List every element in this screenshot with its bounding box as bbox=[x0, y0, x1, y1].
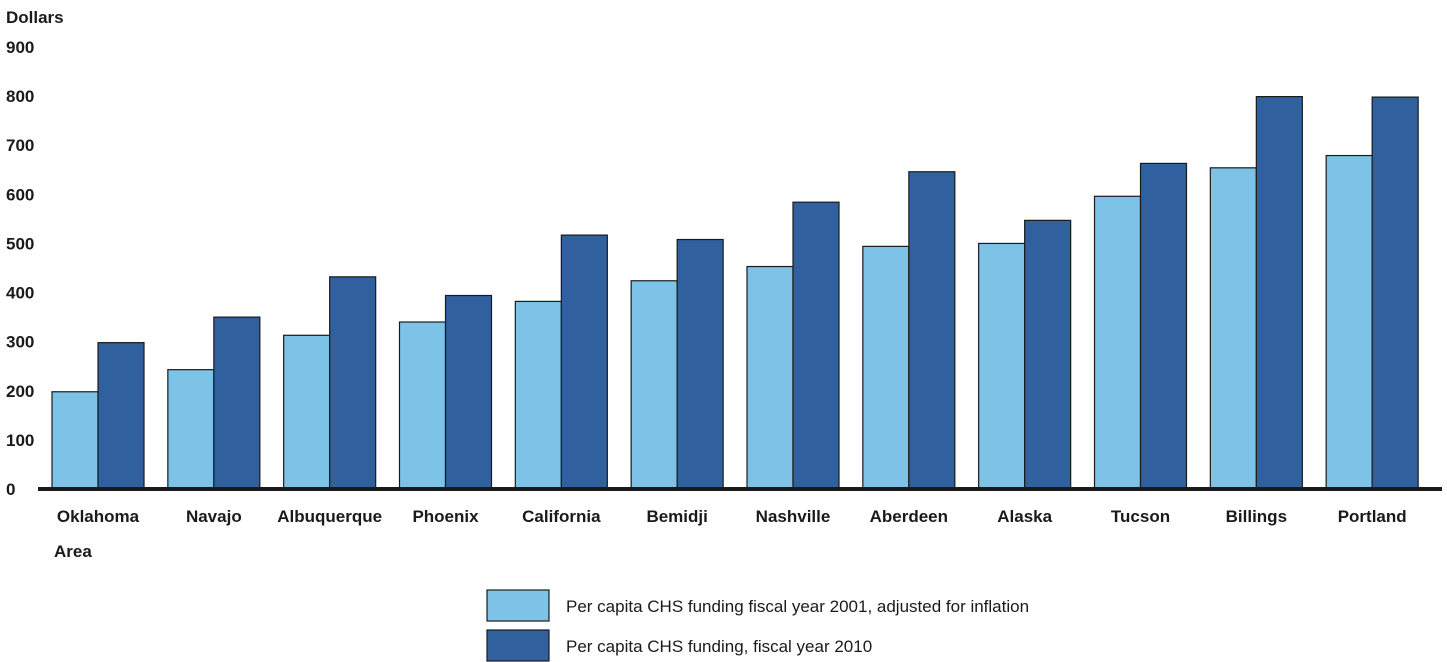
x-tick-label: Alaska bbox=[997, 507, 1052, 526]
x-axis-label: Area bbox=[54, 542, 92, 561]
legend-label: Per capita CHS funding, fiscal year 2010 bbox=[566, 637, 872, 656]
x-tick-label: Oklahoma bbox=[57, 507, 140, 526]
x-tick-label: Albuquerque bbox=[277, 507, 382, 526]
y-tick-label: 300 bbox=[6, 333, 34, 352]
x-tick-label: Tucson bbox=[1111, 507, 1170, 526]
x-tick-label: Aberdeen bbox=[870, 507, 948, 526]
bar-fy2001 bbox=[1209, 167, 1257, 490]
bar-fy2010 bbox=[1024, 219, 1072, 490]
bar-fy2010 bbox=[792, 201, 840, 490]
bar-fy2001 bbox=[1093, 195, 1142, 490]
bar-fy2010 bbox=[1139, 162, 1188, 490]
bar-fy2001 bbox=[283, 334, 331, 490]
y-tick-label: 400 bbox=[6, 284, 34, 303]
x-tick-label: Billings bbox=[1226, 507, 1287, 526]
bar-fy2010 bbox=[1371, 96, 1419, 490]
x-tick-label: Navajo bbox=[186, 507, 242, 526]
legend-swatch-fy2001 bbox=[486, 589, 550, 622]
y-tick-label: 700 bbox=[6, 136, 34, 155]
bar-fy2001 bbox=[398, 321, 447, 490]
y-tick-label: 100 bbox=[6, 431, 34, 450]
bar-fy2001 bbox=[51, 391, 99, 490]
legend-label: Per capita CHS funding fiscal year 2001,… bbox=[566, 597, 1029, 616]
y-tick-label: 900 bbox=[6, 38, 34, 57]
y-tick-label: 200 bbox=[6, 382, 34, 401]
bar-fy2001 bbox=[630, 280, 678, 490]
x-tick-label: Phoenix bbox=[412, 507, 479, 526]
bar-fy2001 bbox=[978, 242, 1026, 490]
bar-fy2001 bbox=[167, 369, 215, 490]
y-tick-label: 0 bbox=[6, 480, 15, 499]
bar-fy2001 bbox=[1325, 154, 1373, 490]
bar-fy2001 bbox=[746, 265, 794, 490]
y-axis-ticks: 0 100 200 300 400 500 600 700 800 900 bbox=[6, 38, 34, 499]
legend-swatch-fy2010 bbox=[486, 629, 550, 662]
legend: Per capita CHS funding fiscal year 2001,… bbox=[486, 589, 1029, 662]
y-tick-label: 600 bbox=[6, 185, 34, 204]
x-axis-ticks: Oklahoma Navajo Albuquerque Phoenix Californ… bbox=[57, 507, 1407, 526]
y-axis-label: Dollars bbox=[6, 8, 64, 27]
y-tick-label: 800 bbox=[6, 87, 34, 106]
bar-fy2010 bbox=[97, 342, 145, 490]
bar-fy2010 bbox=[213, 316, 261, 490]
x-tick-label: California bbox=[522, 507, 601, 526]
bar-fy2010 bbox=[329, 276, 377, 490]
bars-group bbox=[51, 96, 1419, 490]
x-tick-label: Bemidji bbox=[646, 507, 707, 526]
x-tick-label: Portland bbox=[1338, 507, 1407, 526]
bar-fy2010 bbox=[1255, 96, 1303, 490]
y-tick-label: 500 bbox=[6, 234, 34, 253]
bar-fy2010 bbox=[908, 171, 956, 490]
bar-fy2001 bbox=[862, 245, 910, 490]
bar-fy2001 bbox=[514, 300, 562, 490]
bar-fy2010 bbox=[676, 238, 724, 490]
bar-fy2010 bbox=[444, 294, 493, 490]
bar-fy2010 bbox=[560, 234, 608, 490]
x-tick-label: Nashville bbox=[756, 507, 831, 526]
